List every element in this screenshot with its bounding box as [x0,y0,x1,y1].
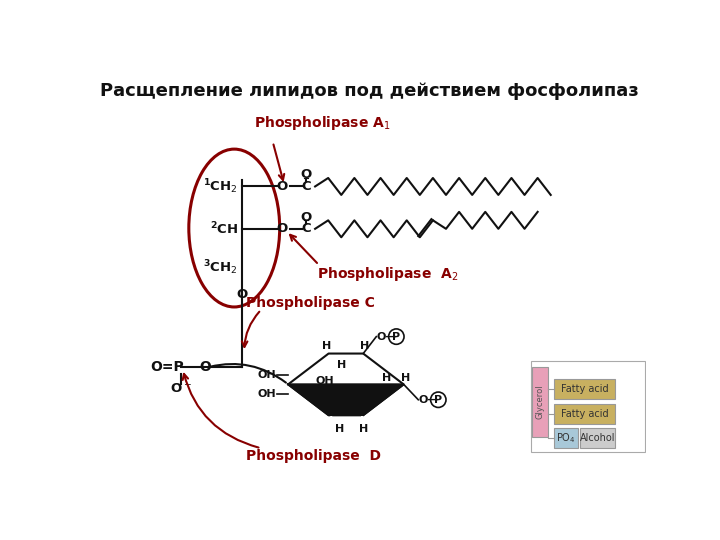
Text: H: H [360,416,369,426]
Text: O—: O— [418,395,438,405]
Text: O—: O— [377,332,397,342]
Bar [554,428,578,448]
Text: C: C [301,222,310,235]
Text: P: P [434,395,442,405]
Text: $\mathregular{^2}$CH: $\mathregular{^2}$CH [210,220,238,237]
Polygon shape [288,384,404,415]
Text: $\mathregular{^1}$CH$_2$: $\mathregular{^1}$CH$_2$ [203,177,238,196]
Text: OH: OH [257,370,276,380]
Text: O=P: O=P [150,360,184,374]
Text: H: H [336,424,345,434]
Text: C: C [301,180,310,193]
Text: $\mathregular{^3}$CH$_2$: $\mathregular{^3}$CH$_2$ [203,258,238,276]
Bar [554,403,616,423]
Text: Alcohol: Alcohol [580,433,616,443]
Text: Phospholipase  A$_2$: Phospholipase A$_2$ [317,265,458,284]
Text: O$^-$: O$^-$ [170,382,192,395]
Bar [554,379,616,399]
Text: O: O [300,168,312,181]
Bar [580,428,616,448]
Bar [532,367,548,437]
Text: Fatty acid: Fatty acid [561,409,608,419]
Text: Phospholipase  D: Phospholipase D [246,449,381,463]
Text: O: O [276,180,287,193]
Text: H: H [323,341,332,351]
Text: O: O [300,211,312,224]
Text: O: O [276,222,287,235]
Text: —O—: —O— [186,360,226,374]
Bar [531,361,644,452]
Text: Phospholipase C: Phospholipase C [246,296,374,310]
Text: H: H [338,360,346,370]
Text: P: P [392,332,400,342]
Text: Phospholipase A$_1$: Phospholipase A$_1$ [253,113,390,132]
Text: H: H [382,373,391,383]
Text: H: H [360,341,369,351]
Text: HO: HO [343,393,361,403]
Text: Расщепление липидов под действием фосфолипаз: Расщепление липидов под действием фосфол… [99,82,639,100]
Text: OH: OH [257,389,276,399]
Text: Glycerol: Glycerol [536,384,544,420]
Text: OH: OH [315,375,333,386]
Text: OH: OH [315,393,333,403]
Text: O: O [236,288,248,301]
Text: PO$_4$: PO$_4$ [557,431,576,445]
Text: H: H [324,416,333,426]
Text: Fatty acid: Fatty acid [561,384,608,394]
Text: H: H [359,424,368,434]
Text: H: H [401,373,410,383]
